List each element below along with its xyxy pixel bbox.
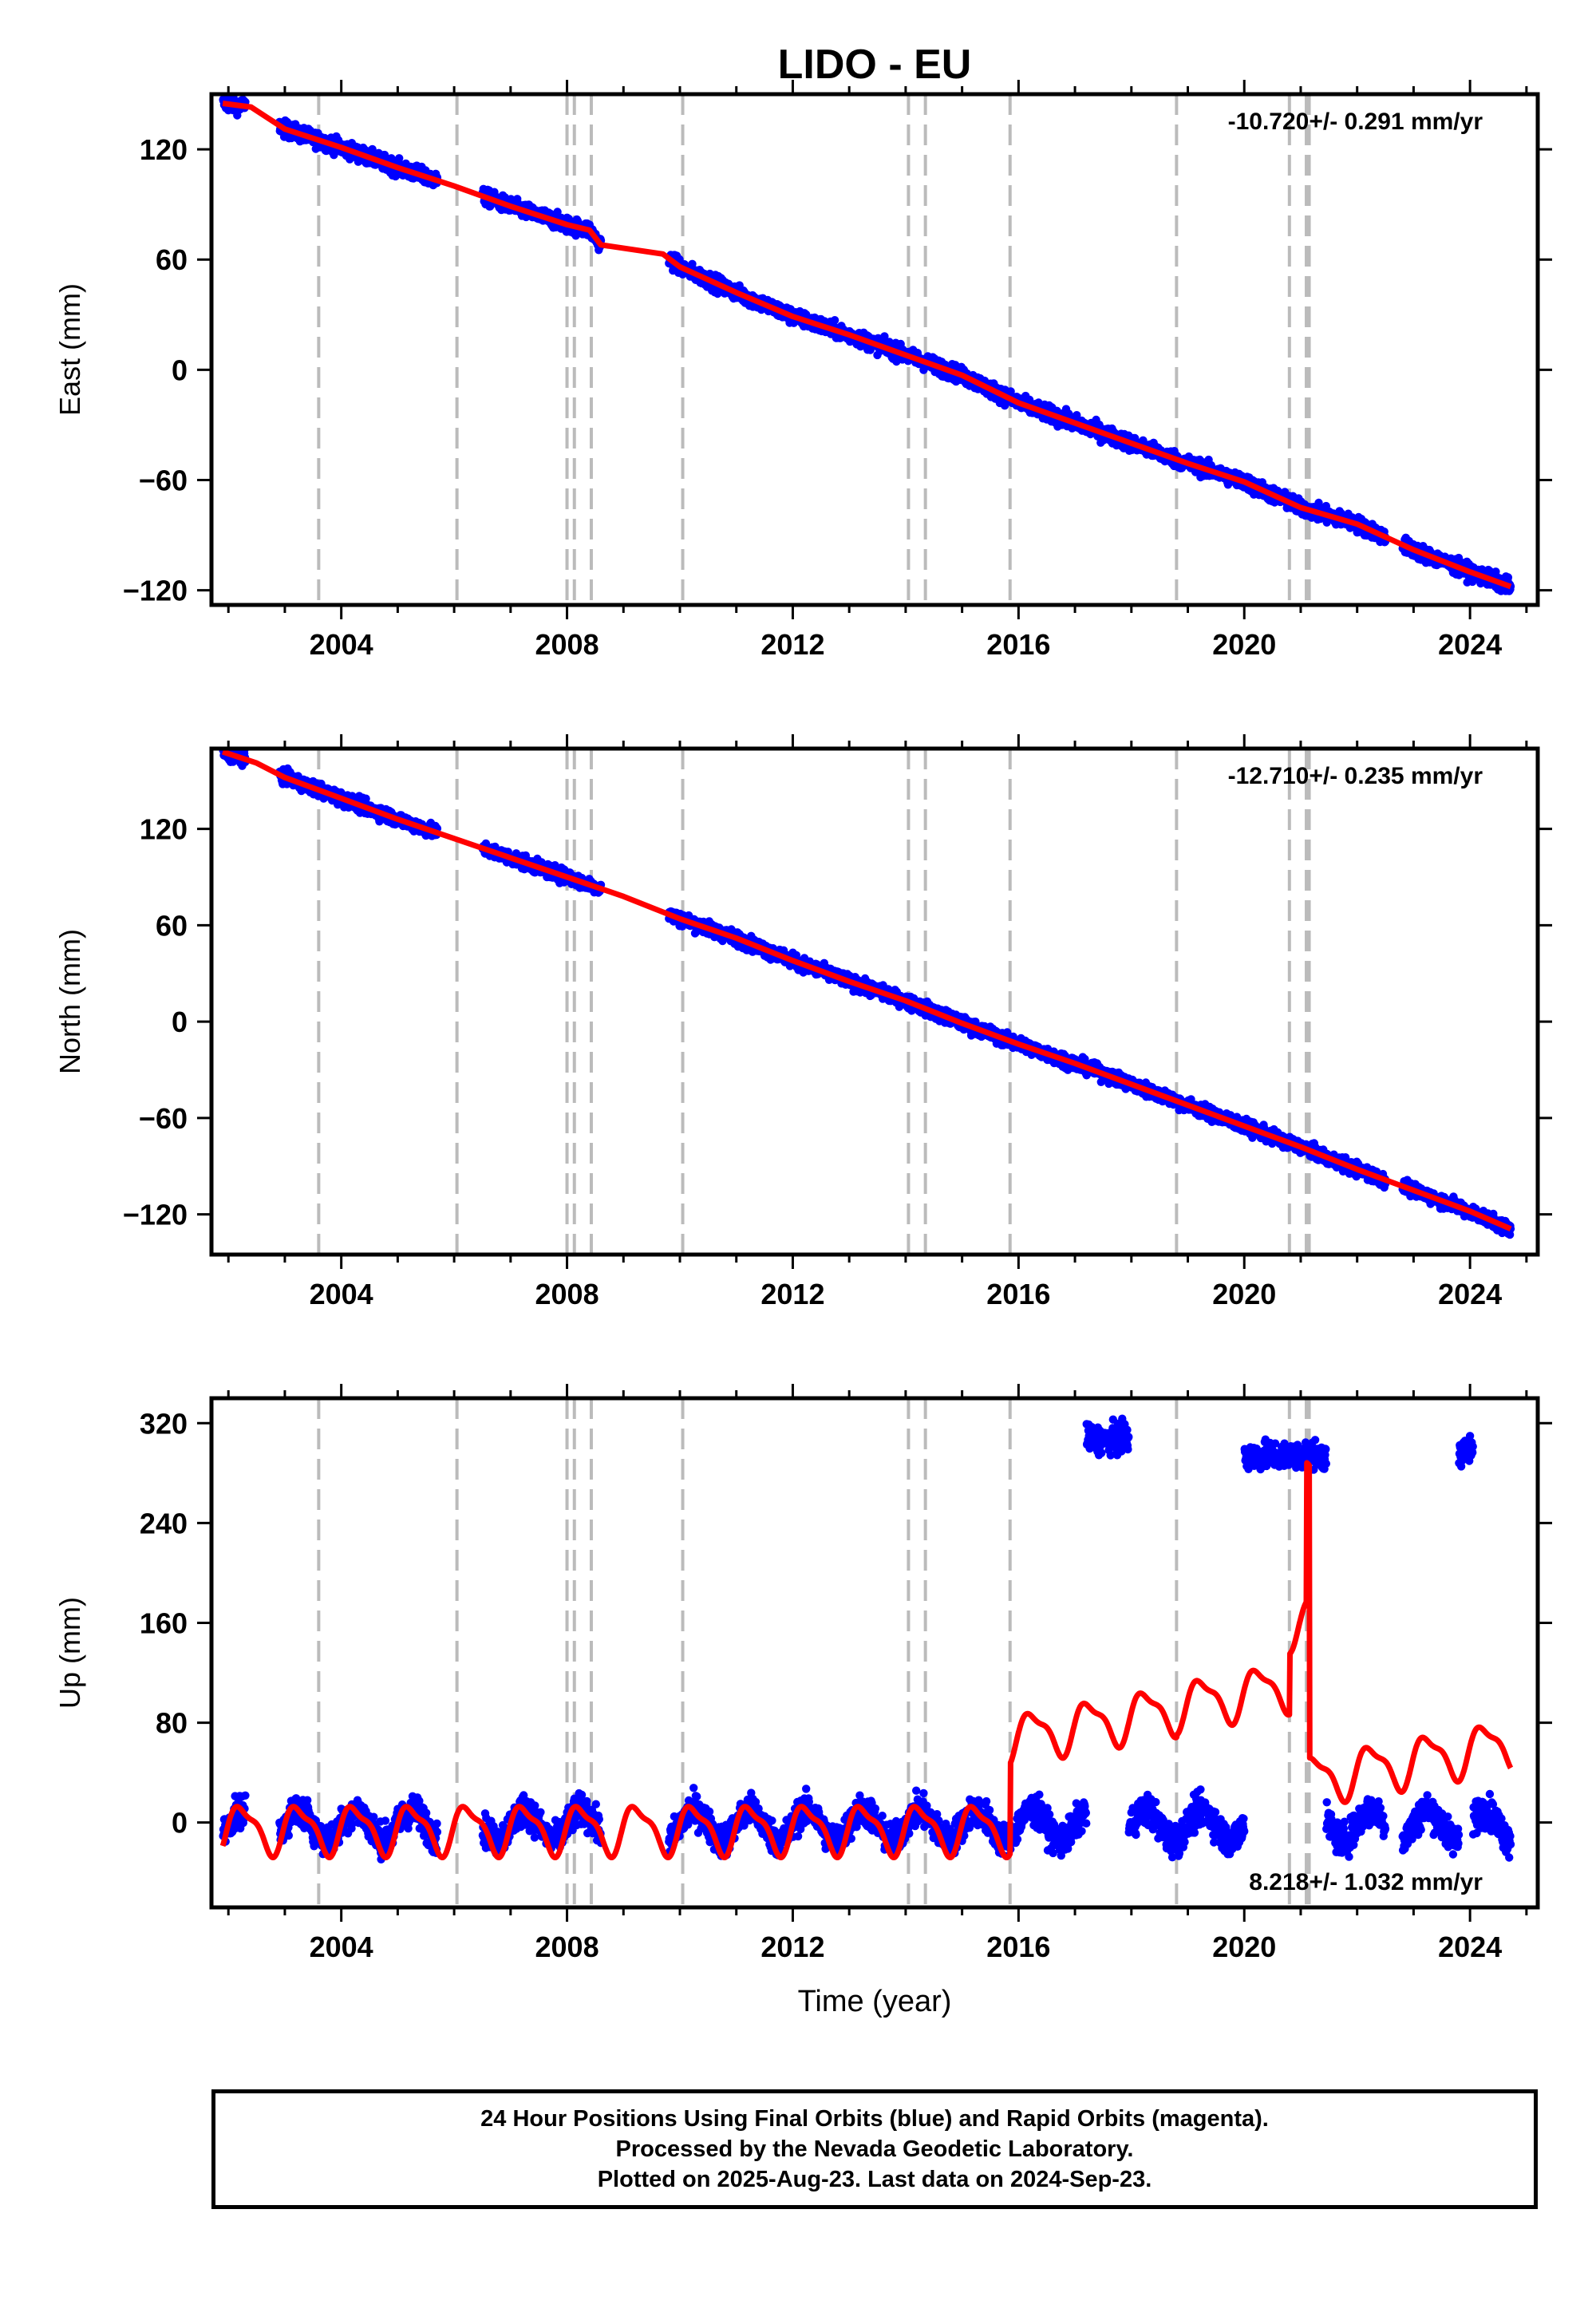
north-data-point: [551, 861, 559, 870]
east-panel: 2004 2008 2012 2016 2020 2024 −120 −60 0 60 120 Eas…: [53, 80, 1552, 661]
north-plot-area: [219, 749, 1515, 1255]
east-data-point: [880, 332, 889, 341]
east-data-point: [830, 316, 839, 325]
figure-title: LIDO - EU: [778, 41, 972, 88]
east-y-tick-label: 120: [140, 133, 188, 166]
east-y-tick-label: −120: [123, 575, 188, 607]
east-x-tick-label: 2004: [310, 628, 373, 661]
east-data-point: [1503, 573, 1513, 582]
east-data-point: [553, 207, 562, 216]
east-plot-area: [219, 94, 1515, 605]
east-rate-label: -10.720+/- 0.291 mm/yr: [1228, 109, 1483, 135]
east-y-tick-label: −60: [139, 464, 188, 496]
east-x-tick-label: 2024: [1438, 628, 1502, 661]
east-y-tick-label: 0: [172, 354, 188, 386]
north-panel: 2004 2008 2012 2016 2020 2024−120−60060120Nor…: [53, 734, 1552, 1310]
east-x-tick-label: 2012: [760, 628, 824, 661]
east-x-tick-label: 2020: [1212, 628, 1276, 661]
east-data-point: [368, 144, 377, 154]
east-frame: [209, 92, 1540, 607]
east-y-tick-label: 60: [156, 243, 188, 276]
east-axis-label: East (mm): [53, 283, 86, 416]
east-x-tick-label: 2008: [535, 628, 599, 661]
east-model-line: [222, 101, 1512, 590]
east-x-tick-label: 2016: [986, 628, 1050, 661]
